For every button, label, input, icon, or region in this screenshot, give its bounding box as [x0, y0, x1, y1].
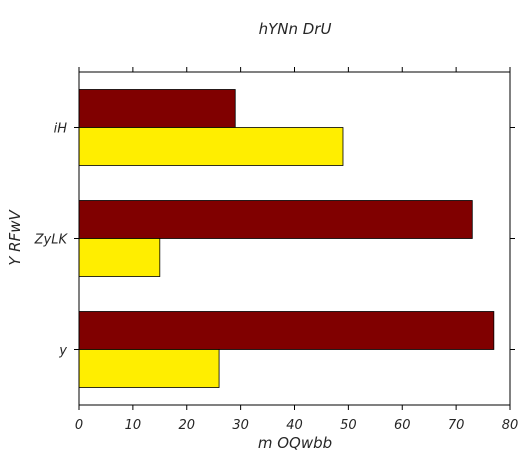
bar-y-series-2	[78, 349, 220, 388]
x-tick-label: 0	[75, 418, 83, 433]
x-tick-label: 50	[340, 418, 357, 433]
y-tick-label: y	[58, 344, 67, 359]
x-axis-label: m OQwbb	[258, 434, 332, 452]
y-ticks: iH ZyLK y	[34, 122, 515, 359]
x-tick-label: 80	[502, 418, 519, 433]
x-tick-label: 40	[286, 418, 303, 433]
bar-y-series-1	[78, 311, 495, 350]
y-tick-label: iH	[54, 122, 68, 137]
x-tick-label: 10	[125, 418, 142, 433]
y-axis-label: Y RFwV	[6, 209, 24, 266]
chart-title: hYNn DrU	[259, 20, 332, 38]
x-tick-label: 30	[232, 418, 249, 433]
x-tick-label: 60	[394, 418, 411, 433]
bars-group	[78, 89, 495, 388]
bar-iH-series-1	[78, 89, 236, 128]
x-ticks: 0 10 20 30 40 50 60 70 80	[75, 67, 518, 433]
bar-ZyLK-series-1	[78, 200, 473, 239]
bar-iH-series-2	[78, 127, 344, 166]
y-tick-label: ZyLK	[34, 233, 69, 248]
x-tick-label: 20	[178, 418, 195, 433]
x-tick-label: 70	[448, 418, 465, 433]
bar-ZyLK-series-2	[78, 238, 161, 277]
